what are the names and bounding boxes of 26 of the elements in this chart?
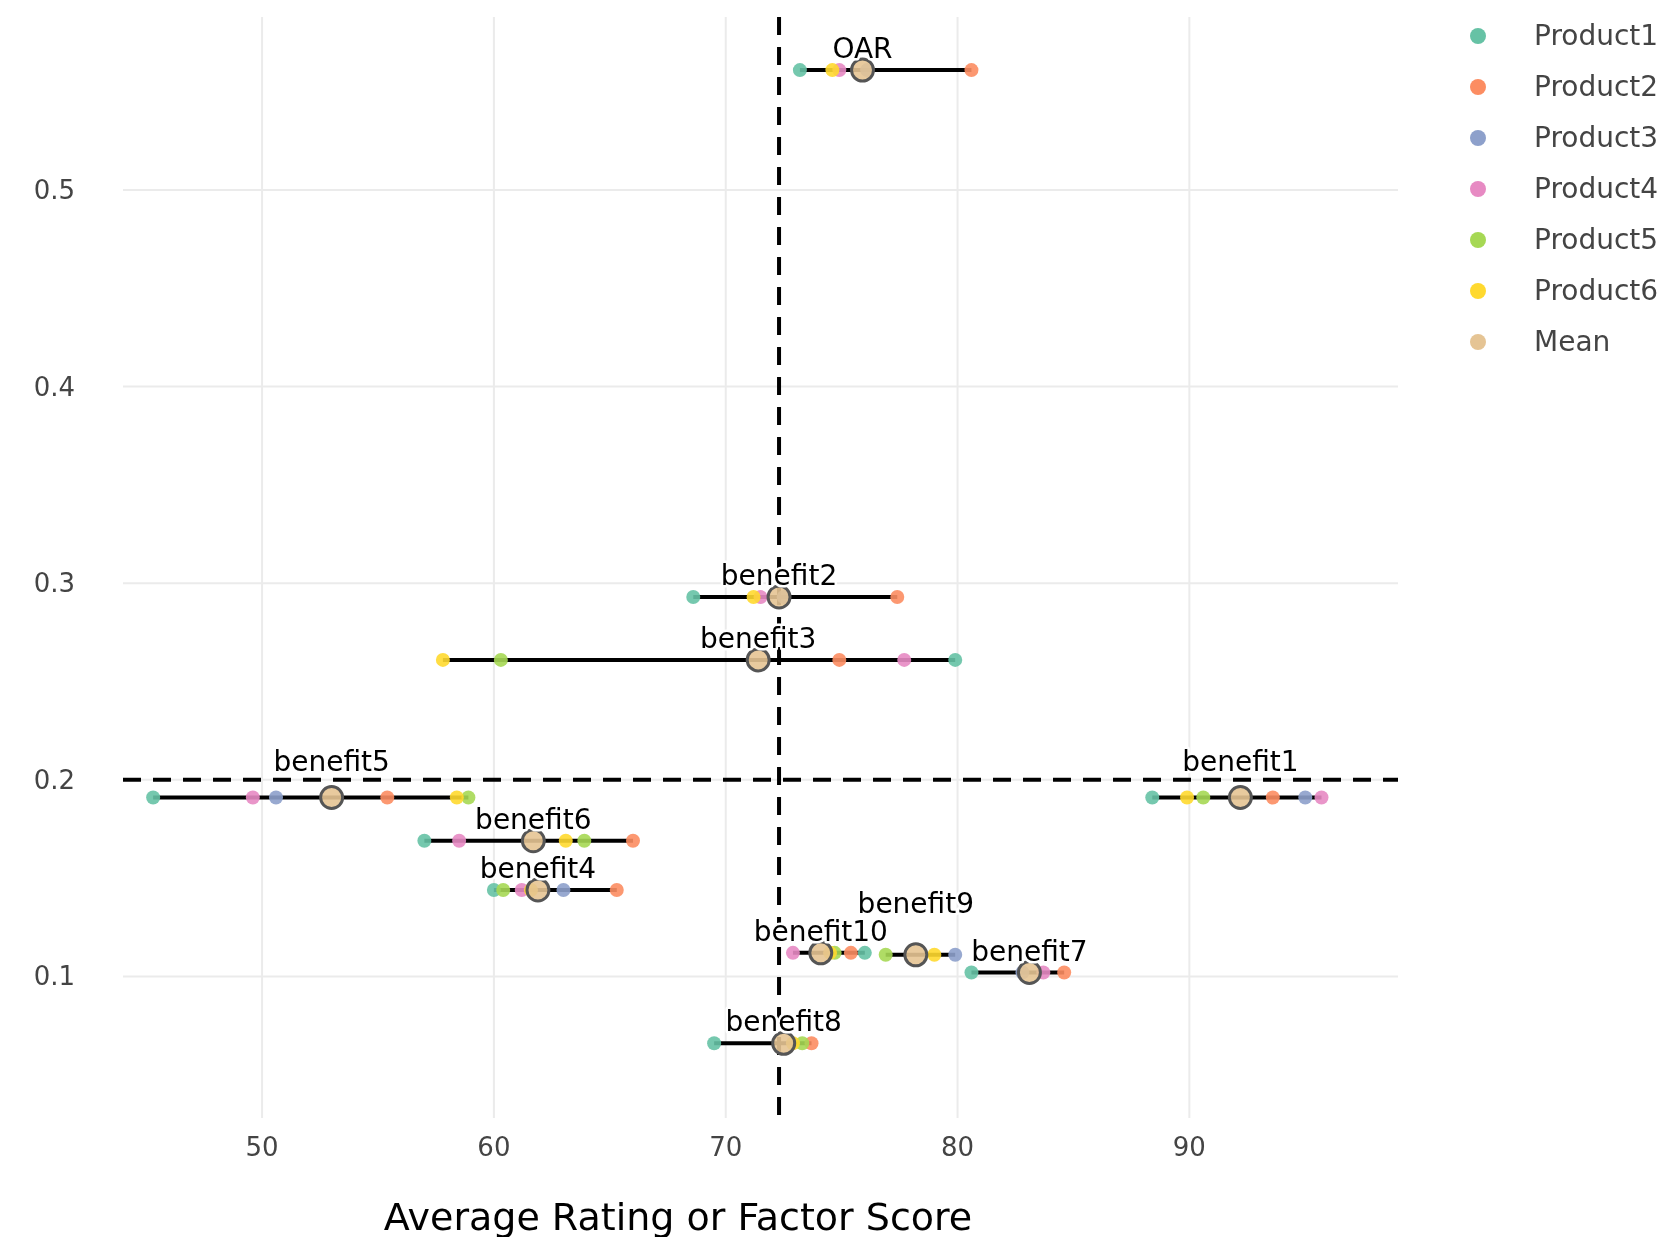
annotation: benefit5 (273, 744, 390, 778)
legend-label: Product2 (1534, 70, 1659, 103)
annotation: benefit2 (720, 558, 838, 592)
annotation: benefit4 (479, 851, 597, 885)
x-tick-label: 90 (1172, 1132, 1206, 1162)
x-tick-label: 80 (941, 1132, 975, 1162)
legend-label: Mean (1534, 325, 1611, 358)
legend-label: Product1 (1534, 19, 1659, 52)
legend-label: Product5 (1534, 223, 1659, 256)
annotation: benefit1 (1182, 744, 1299, 778)
annotation: benefit3 (699, 621, 817, 655)
x-tick-label: 60 (477, 1132, 511, 1162)
y-tick-label: 0.2 (33, 764, 75, 795)
x-tick-label: 70 (709, 1132, 743, 1162)
legend-label: Product3 (1534, 121, 1659, 154)
annotation: OAR (832, 32, 893, 66)
y-tick-label: 0.1 (33, 961, 75, 992)
legend-label: Product4 (1534, 172, 1659, 205)
legend-label: Product6 (1534, 274, 1659, 307)
y-tick-label: 0.4 (33, 371, 75, 402)
y-tick-label: 0.3 (33, 568, 75, 599)
annotation: benefit7 (971, 934, 1088, 968)
x-tick-label: 50 (245, 1132, 279, 1162)
annotation: benefit8 (725, 1005, 842, 1039)
annotation: benefit6 (475, 802, 592, 836)
y-tick-label: 0.5 (33, 175, 75, 206)
